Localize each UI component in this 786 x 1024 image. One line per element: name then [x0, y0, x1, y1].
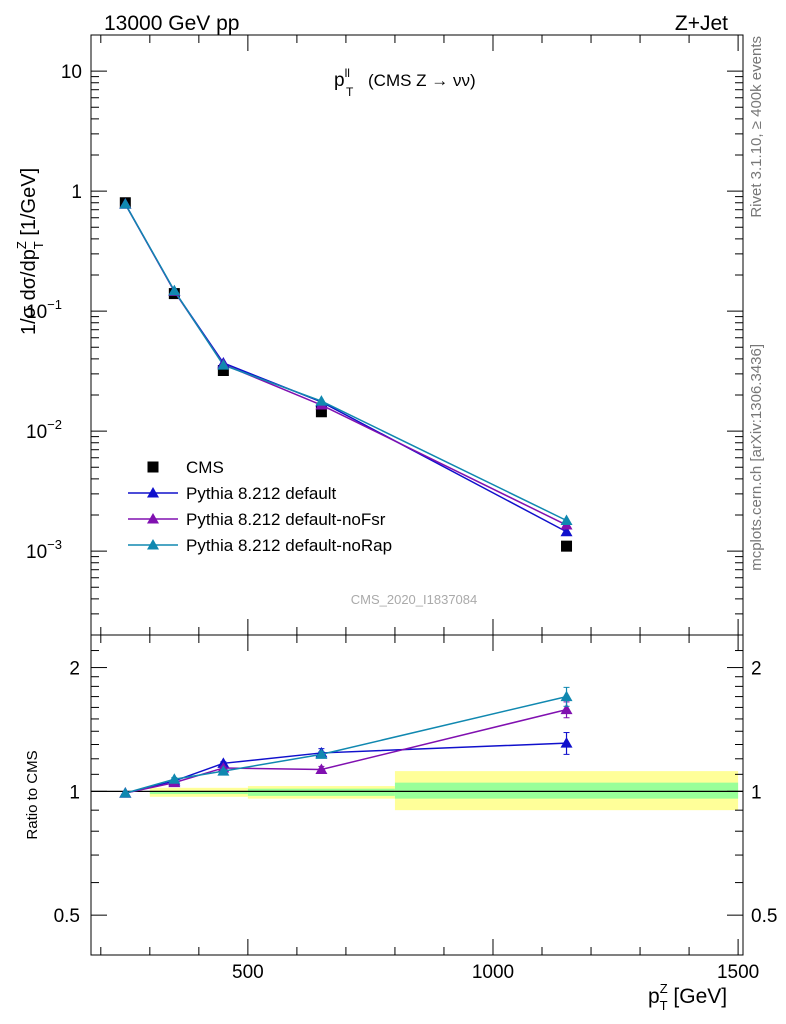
plot-title-rest: (CMS Z → νν) — [368, 71, 476, 90]
main-ytick-label: 10 — [61, 62, 82, 83]
data-point-data — [217, 365, 229, 377]
ratio-point-noRap — [168, 773, 181, 784]
legend-marker-data — [147, 461, 159, 473]
ratio-point-default — [560, 737, 573, 748]
x-axis-label: pZ T [GeV] — [648, 981, 727, 1013]
legend-marker-noRap — [147, 539, 159, 550]
legend-label-noFsr: Pythia 8.212 default-noFsr — [186, 510, 386, 529]
main-ytick-label: 1 — [71, 182, 82, 203]
mcplots-label: mcplots.cern.ch [arXiv:1306.3436] — [748, 344, 765, 571]
svg-text:pll: pll — [334, 66, 350, 91]
analysis-watermark: CMS_2020_I1837084 — [351, 592, 478, 607]
main-ytick-label: 10−1 — [26, 297, 62, 323]
ratio-ylabel: Ratio to CMS — [24, 750, 41, 839]
data-point-data — [315, 406, 327, 418]
legend-marker-default — [147, 487, 159, 498]
ratio-ytick-label-right: 2 — [751, 659, 762, 680]
ratio-point-noFsr — [560, 703, 573, 715]
main-ytick-label: 10−3 — [26, 537, 62, 563]
rivet-label: Rivet 3.1.10, ≥ 400k events — [748, 36, 765, 218]
plot-title: pll T (CMS Z → νν) — [334, 66, 476, 99]
series-point-noRap — [217, 359, 230, 370]
ratio-ytick-label: 1 — [69, 782, 80, 803]
series-point-noRap — [560, 514, 573, 525]
plot-title-sup: ll — [345, 66, 350, 80]
plot-title-sub: T — [346, 85, 354, 99]
legend: CMS Pythia 8.212 default Pythia 8.212 defa… — [128, 458, 392, 555]
process-label: Z+Jet — [675, 12, 728, 35]
ratio-ytick-label-right: 0.5 — [751, 906, 777, 927]
ratio-point-noFsr — [315, 763, 328, 775]
legend-marker-noFsr — [147, 513, 159, 524]
x-tick-label: 500 — [232, 962, 264, 983]
data-point-data — [561, 540, 573, 552]
legend-label-default: Pythia 8.212 default — [186, 484, 337, 503]
x-tick-label: 1500 — [717, 962, 759, 983]
ratio-ytick-label: 2 — [69, 659, 80, 680]
ratio-band-inner-2 — [394, 782, 739, 799]
series-point-default — [560, 525, 573, 537]
legend-label-data: CMS — [186, 458, 224, 477]
ratio-point-noRap — [315, 748, 328, 759]
main-ytick-label: 10−2 — [26, 417, 62, 443]
svg-text:pZT [GeV]: pZ T [GeV] — [648, 981, 727, 1013]
ratio-band-inner-0 — [149, 791, 248, 795]
ratio-point-noRap — [119, 787, 132, 798]
plot-title-main: p — [334, 70, 345, 91]
ratio-band-inner-1 — [247, 788, 395, 796]
main-panel: 10 1 10−1 10−2 10−3 — [26, 34, 744, 636]
series-line-default — [124, 203, 567, 533]
series-point-noRap — [315, 395, 328, 406]
series-point-noRap — [119, 198, 132, 209]
ratio-point-noRap — [560, 690, 573, 702]
ratio-point-noRap — [217, 765, 230, 776]
ratio-ytick-label: 0.5 — [54, 906, 80, 927]
ratio-ytick-label-right: 1 — [751, 782, 762, 803]
series-point-noRap — [168, 284, 181, 296]
x-tick-label: 1000 — [472, 962, 514, 983]
energy-label: 13000 GeV pp — [104, 12, 239, 35]
legend-label-noRap: Pythia 8.212 default-noRap — [186, 536, 392, 555]
ratio-panel: 500 1000 1500 2 2 1 1 0.5 0.5 — [54, 634, 777, 983]
ratio-frame — [90, 634, 744, 956]
